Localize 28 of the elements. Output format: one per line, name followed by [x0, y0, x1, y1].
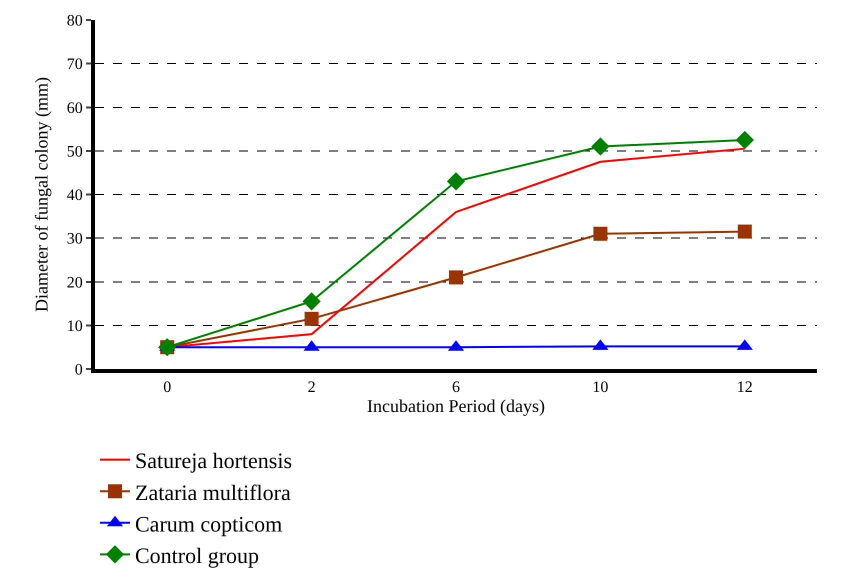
point	[736, 130, 754, 150]
x-tick-label: 12	[736, 379, 753, 396]
legend-label: Control group	[135, 542, 260, 568]
x-tick-label: 10	[592, 379, 608, 396]
y-tick-label: 40	[66, 187, 83, 204]
x-tick-label: 0	[163, 379, 172, 396]
point	[591, 137, 610, 156]
legend-label: Carum copticom	[135, 511, 282, 536]
point	[738, 224, 752, 239]
point	[304, 312, 319, 326]
x-tick-label: 6	[452, 379, 460, 396]
y-tick-label: 10	[66, 318, 83, 335]
x-tick-label: 2	[308, 379, 316, 396]
y-tick-label: 50	[66, 143, 83, 160]
legend-label: Zataria multiflora	[135, 480, 291, 505]
point	[302, 292, 321, 310]
legend-label: Satureja hortensis	[135, 448, 292, 474]
y-tick-label: 0	[74, 362, 83, 379]
point	[593, 226, 608, 241]
point	[446, 172, 466, 191]
y-tick-label: 20	[66, 274, 83, 292]
y-tick-label: 30	[66, 230, 83, 248]
y-tick-label: 80	[66, 12, 83, 30]
y-tick-label: 70	[66, 56, 83, 74]
y-axis-title: Diameter of fungal colony (mm)	[32, 77, 52, 312]
point	[449, 270, 463, 284]
x-axis-title: Incubation Period (days)	[367, 396, 545, 416]
y-tick-label: 60	[66, 100, 83, 117]
